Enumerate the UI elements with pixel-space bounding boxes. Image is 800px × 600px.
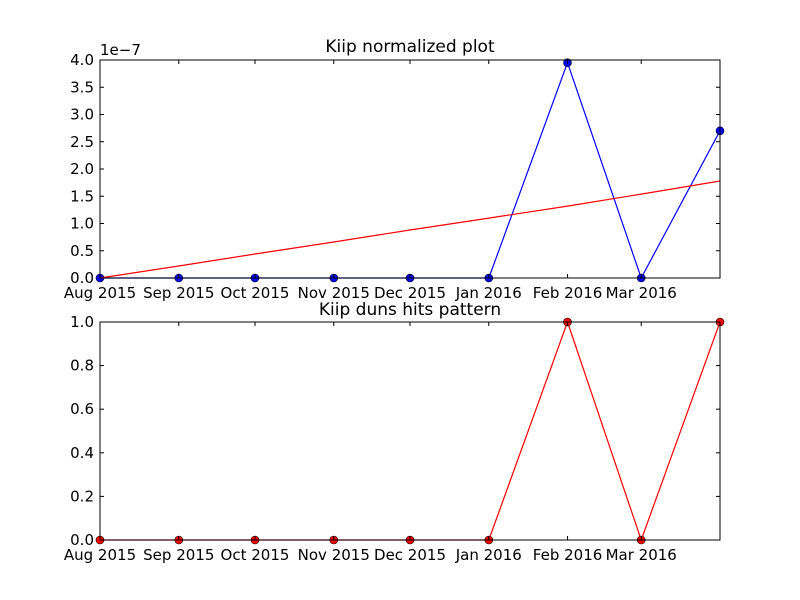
y-axis: 0.0 0.2 0.4 0.6 0.8 1.0: [70, 313, 720, 549]
x-tick-label: Jan 2016: [455, 284, 522, 302]
y-axis: 0.0 0.5 1.0 1.5 2.0 2.5 3.0 3.5 4.0: [70, 51, 720, 287]
x-tick-label: Sep 2015: [143, 546, 214, 564]
y-offset-label: 1e−7: [100, 41, 141, 59]
x-tick-label: Oct 2015: [221, 546, 290, 564]
x-tick-label: Mar 2016: [606, 546, 677, 564]
x-tick-label: Feb 2016: [533, 284, 603, 302]
y-tick-label: 0.0: [70, 531, 94, 549]
x-tick-label: Nov 2015: [298, 284, 370, 302]
x-tick-label: Feb 2016: [533, 546, 603, 564]
y-tick-label: 1.0: [70, 313, 94, 331]
x-tick-label: Aug 2015: [64, 546, 136, 564]
hits-pattern-panel: Kiip duns hits pattern 0.0 0.2 0.4 0.6 0.8 1.…: [64, 300, 725, 564]
y-tick-label: 3.5: [70, 78, 94, 96]
y-tick-label: 3.0: [70, 106, 94, 124]
x-tick-label: Dec 2015: [374, 284, 446, 302]
x-tick-label: Oct 2015: [221, 284, 290, 302]
x-tick-label: Dec 2015: [374, 546, 446, 564]
normalized-plot-panel: Kiip normalized plot 1e−7 0.0 0.5 1.0 1.5 2.…: [64, 37, 725, 302]
series-line: [99, 180, 721, 279]
chart-title: Kiip duns hits pattern: [319, 300, 501, 320]
y-tick-label: 1.0: [70, 215, 94, 233]
y-tick-label: 2.0: [70, 160, 94, 178]
x-tick-label: Nov 2015: [298, 546, 370, 564]
x-tick-label: Mar 2016: [606, 284, 677, 302]
x-axis: Aug 2015 Sep 2015 Oct 2015 Nov 2015 Dec 2015…: [64, 60, 677, 302]
y-tick-label: 0.0: [70, 269, 94, 287]
x-tick-label: Sep 2015: [143, 284, 214, 302]
y-tick-label: 0.2: [70, 487, 94, 505]
y-tick-label: 0.6: [70, 400, 94, 418]
x-tick-label: Aug 2015: [64, 284, 136, 302]
y-tick-label: 4.0: [70, 51, 94, 69]
x-axis: Aug 2015 Sep 2015 Oct 2015 Nov 2015 Dec 2015…: [64, 322, 677, 564]
y-tick-label: 1.5: [70, 187, 94, 205]
y-tick-label: 0.4: [70, 444, 94, 462]
y-tick-label: 0.5: [70, 242, 94, 260]
y-tick-label: 2.5: [70, 133, 94, 151]
y-tick-label: 0.8: [70, 357, 94, 375]
chart-title: Kiip normalized plot: [325, 37, 495, 57]
x-tick-label: Jan 2016: [455, 546, 522, 564]
